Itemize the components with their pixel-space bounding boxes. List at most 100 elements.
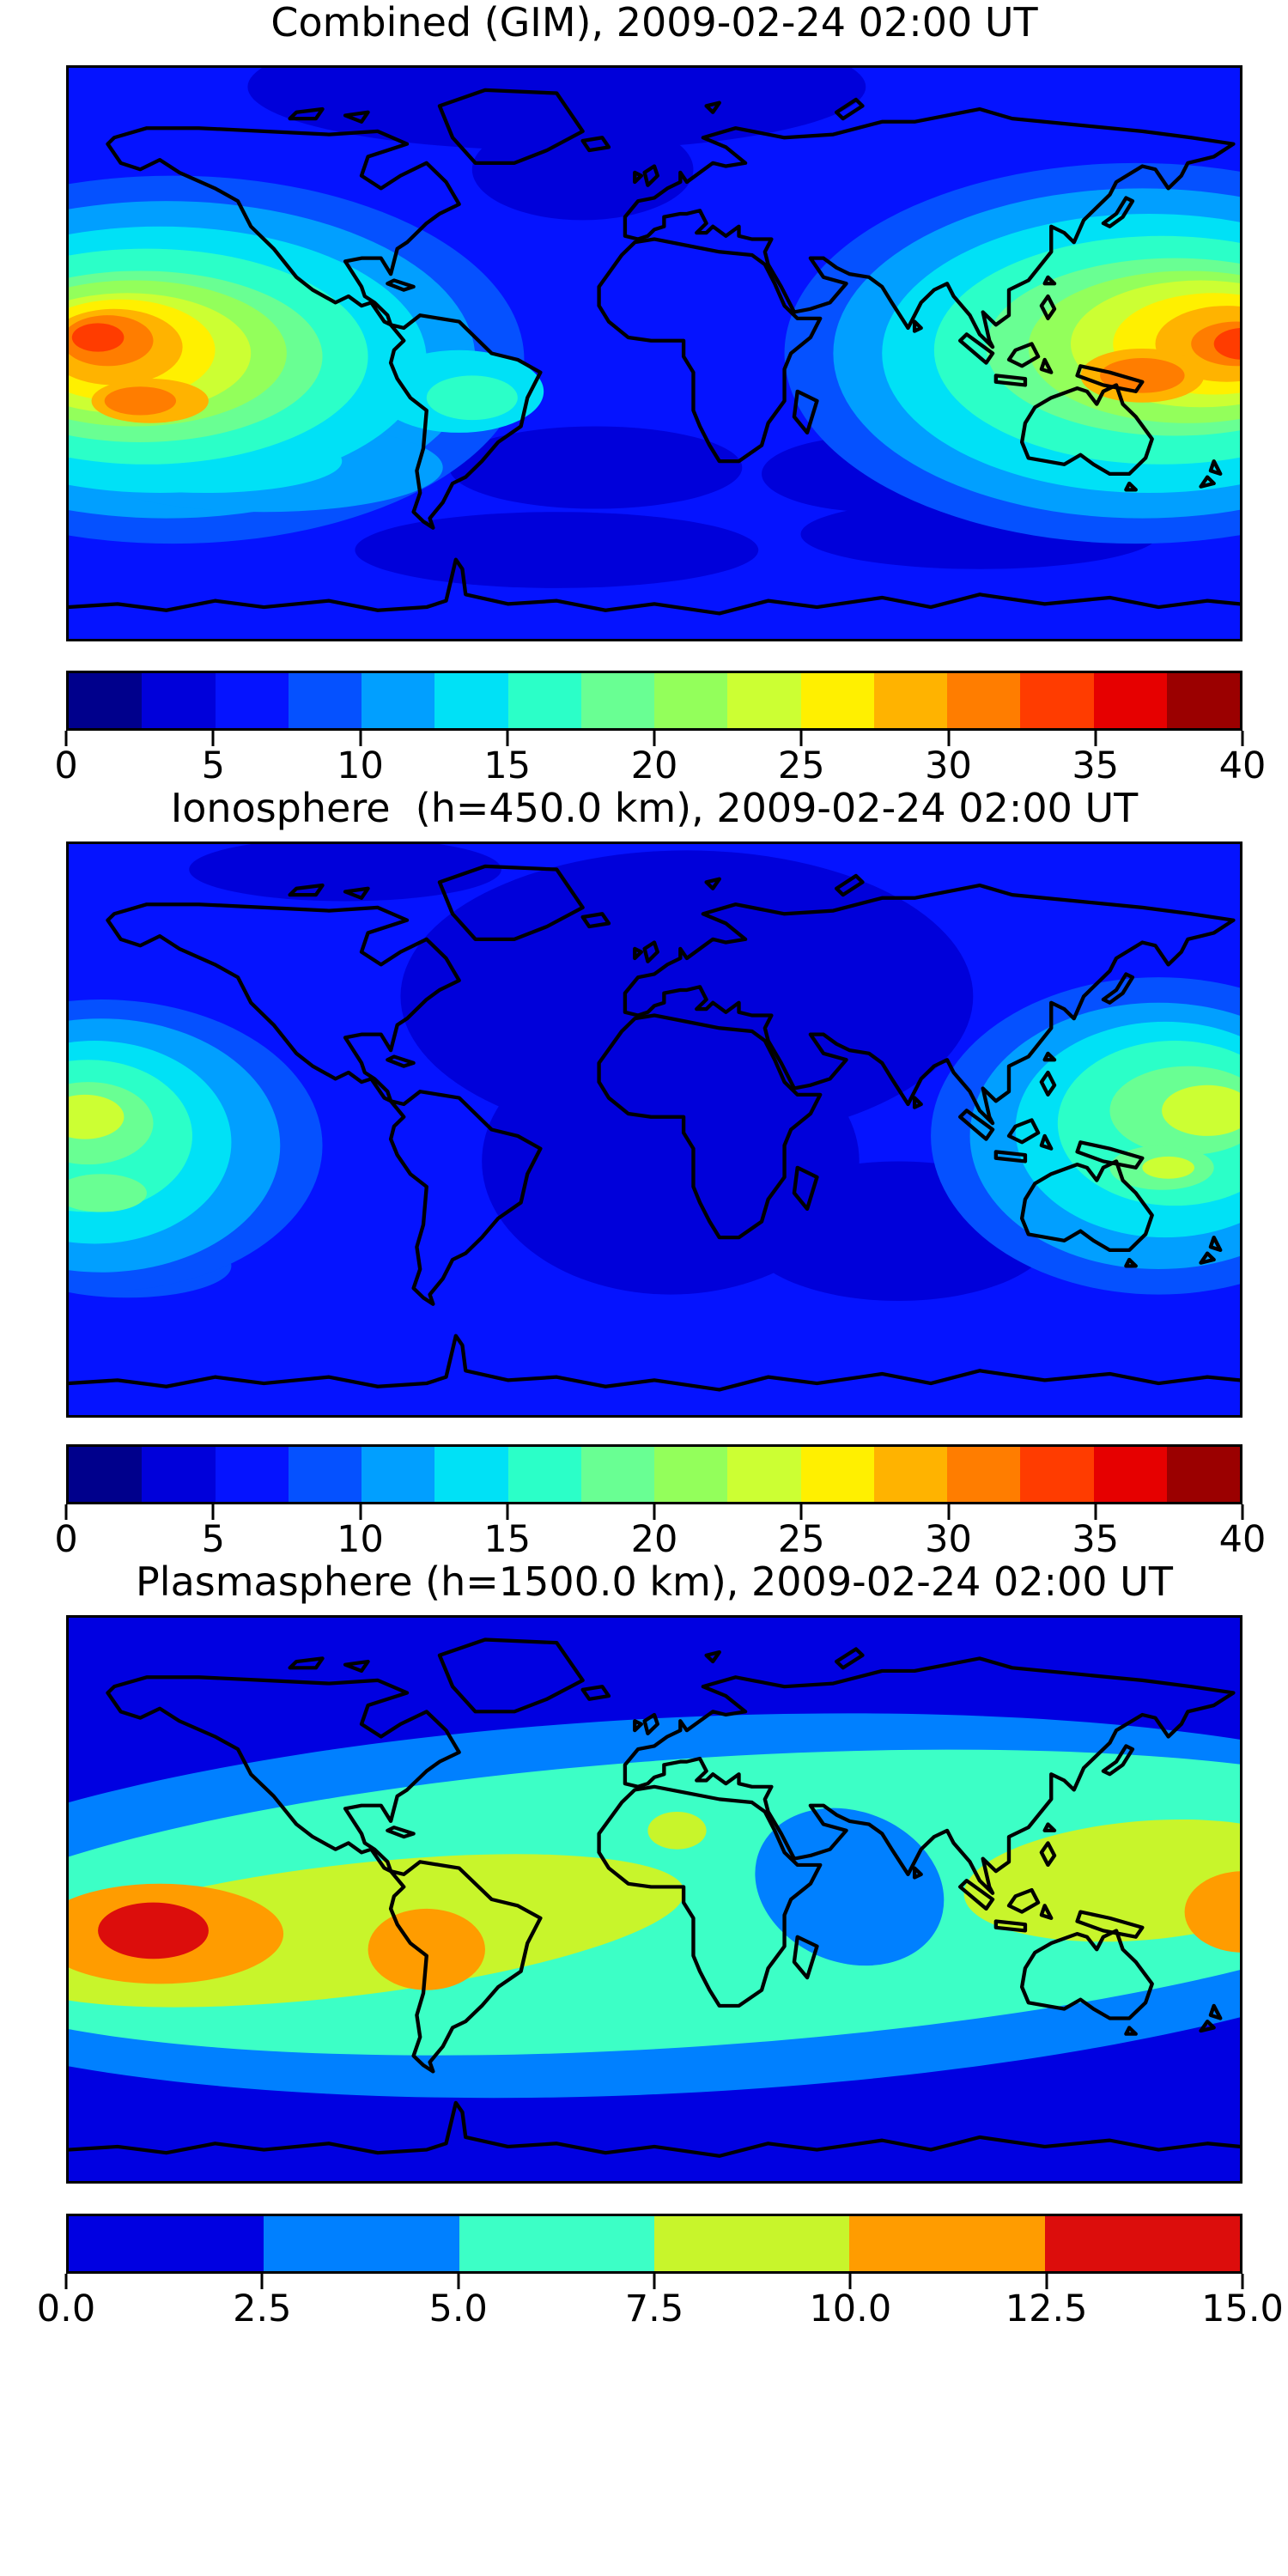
colorbar-tick-mark <box>1241 731 1244 746</box>
contour-level-region <box>1162 1084 1240 1136</box>
colorbar-segment <box>654 673 728 728</box>
contour-level-region <box>368 1908 485 1990</box>
contour-map-combined <box>69 68 1240 639</box>
contour-level-region <box>189 844 501 902</box>
contour-level-region <box>1213 328 1240 360</box>
colorbar-gradient <box>66 1444 1242 1504</box>
colorbar-segment <box>654 1447 728 1502</box>
contour-level-region <box>426 375 518 421</box>
colorbar-ticks <box>64 731 1244 746</box>
colorbar-tick-mark <box>64 1504 68 1520</box>
colorbar-segment <box>800 1447 874 1502</box>
contour-level-region <box>98 1902 209 1959</box>
contour-level-region <box>755 1807 945 1966</box>
colorbar-tick-label: 5.0 <box>428 2287 488 2330</box>
colorbar-segment <box>1093 673 1167 728</box>
colorbar-tick-label: 5 <box>201 744 225 787</box>
contour-level-region <box>1142 1156 1194 1179</box>
panel-plasmasphere: Plasmasphere (h=1500.0 km), 2009-02-24 0… <box>37 1559 1284 2330</box>
colorbar-tick-labels: 0 5 10 15 20 25 30 35 40 <box>54 1518 1266 1561</box>
colorbar-tick-label: 15 <box>483 744 532 787</box>
contour-level-region <box>71 323 125 352</box>
colorbar-segment <box>849 2216 1045 2271</box>
colorbar-tick-label: 40 <box>1218 744 1267 787</box>
colorbar-segment <box>1166 673 1240 728</box>
colorbar-segment <box>873 673 947 728</box>
map-ionosphere <box>66 841 1242 1418</box>
map-plasmasphere <box>66 1615 1242 2184</box>
contour-level-region <box>449 426 743 509</box>
colorbar-segment <box>947 1447 1021 1502</box>
colorbar-tick-mark <box>947 1504 950 1520</box>
colorbar-tick-mark <box>506 731 509 746</box>
colorbar-segment <box>507 1447 581 1502</box>
colorbar-tick-label: 10 <box>337 1518 384 1561</box>
colorbar-segment <box>1093 1447 1167 1502</box>
contour-level-region <box>647 1811 707 1850</box>
colorbar-ticks <box>64 1504 1244 1520</box>
colorbar-tick-label: 25 <box>777 744 825 787</box>
colorbar-tick-label: 30 <box>925 1518 972 1561</box>
colorbar-tick-mark <box>260 2274 264 2289</box>
panel-combined-gim: Combined (GIM), 2009-02-24 02:00 UT 0 5 10… <box>54 0 1266 787</box>
colorbar-segment <box>459 2216 654 2271</box>
colorbar-tick-mark <box>799 731 803 746</box>
colorbar-segment <box>142 673 216 728</box>
colorbar-segment <box>1166 1447 1240 1502</box>
colorbar-tick-mark <box>799 1504 803 1520</box>
colorbar-tick-label: 25 <box>777 1518 825 1561</box>
colorbar-gradient <box>66 2214 1242 2274</box>
colorbar-tick-label: 12.5 <box>1005 2287 1088 2330</box>
colorbar-segment <box>434 673 508 728</box>
colorbar-tick-mark <box>1094 731 1097 746</box>
panel-title-combined: Combined (GIM), 2009-02-24 02:00 UT <box>270 0 1038 46</box>
colorbar-segment <box>727 1447 801 1502</box>
colorbar-segment <box>215 673 289 728</box>
colorbar-tick-label: 0.0 <box>36 2287 96 2330</box>
panel-title-ionosphere: Ionosphere (h=450.0 km), 2009-02-24 02:0… <box>170 785 1139 831</box>
colorbar-tick-label: 10.0 <box>809 2287 892 2330</box>
colorbar-tick-label: 0 <box>54 744 78 787</box>
colorbar-segment <box>947 673 1021 728</box>
colorbar-segment <box>288 1447 361 1502</box>
colorbar-tick-labels: 0 5 10 15 20 25 30 35 40 <box>54 744 1266 787</box>
colorbar-tick-mark <box>506 1504 509 1520</box>
contour-level-region <box>69 1174 147 1212</box>
colorbar-tick-mark <box>1045 2274 1048 2289</box>
colorbar-segment <box>1020 673 1094 728</box>
colorbar-plasmasphere: 0.0 2.5 5.0 7.5 10.0 12.5 15.0 <box>37 2214 1284 2330</box>
colorbar-tick-mark <box>653 1504 656 1520</box>
colorbar-combined: 0 5 10 15 20 25 30 35 40 <box>54 671 1266 787</box>
colorbar-tick-label: 5 <box>201 1518 225 1561</box>
colorbar-tick-label: 0 <box>54 1518 78 1561</box>
contour-field <box>69 68 1240 639</box>
colorbar-segment <box>361 673 435 728</box>
colorbar-segment <box>727 673 801 728</box>
contour-level-region <box>1100 358 1185 393</box>
colorbar-segment <box>507 673 581 728</box>
colorbar-segment <box>1044 2216 1240 2271</box>
colorbar-tick-mark <box>64 2274 68 2289</box>
colorbar-tick-label: 2.5 <box>233 2287 292 2330</box>
colorbar-tick-label: 10 <box>337 744 384 787</box>
colorbar-segment <box>69 673 143 728</box>
colorbar-segment <box>873 1447 947 1502</box>
colorbar-tick-mark <box>1241 1504 1244 1520</box>
contour-field <box>69 844 1240 1415</box>
map-combined-gim <box>66 65 1242 641</box>
colorbar-tick-mark <box>848 2274 852 2289</box>
colorbar-ionosphere: 0 5 10 15 20 25 30 35 40 <box>54 1444 1266 1561</box>
colorbar-tick-mark <box>359 1504 361 1520</box>
contour-field <box>69 1618 1240 2181</box>
contour-level-region <box>355 512 759 588</box>
colorbar-segment <box>69 2216 264 2271</box>
contour-level-region <box>104 386 177 416</box>
colorbar-segment <box>434 1447 508 1502</box>
colorbar-tick-label: 15 <box>483 1518 532 1561</box>
contour-level-region <box>247 68 866 151</box>
colorbar-segment <box>800 673 874 728</box>
colorbar-tick-label: 20 <box>630 1518 678 1561</box>
colorbar-segment <box>361 1447 435 1502</box>
colorbar-tick-label: 35 <box>1072 744 1120 787</box>
